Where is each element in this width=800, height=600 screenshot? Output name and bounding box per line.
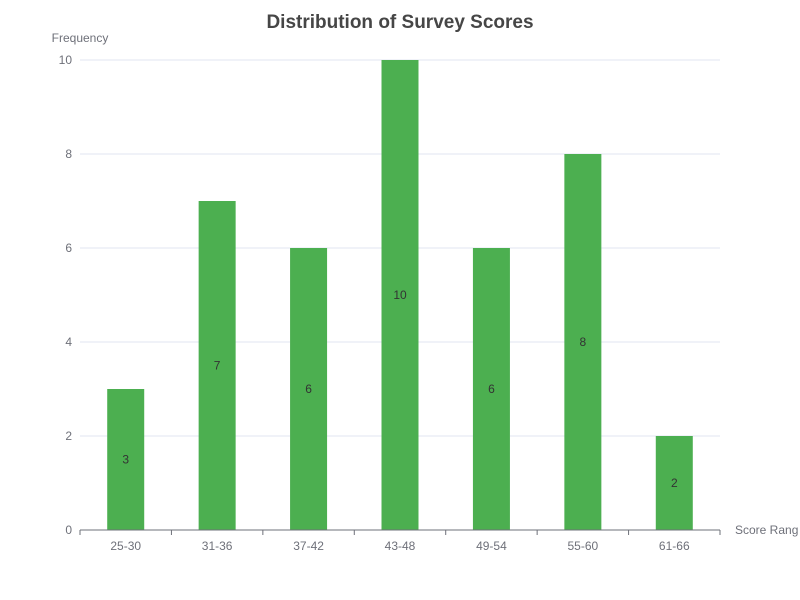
x-tick-label: 61-66	[659, 539, 690, 553]
bar[interactable]	[564, 154, 602, 530]
x-tick-label: 25-30	[110, 539, 141, 553]
bar-value-label: 7	[214, 359, 221, 373]
y-tick-label: 2	[65, 429, 72, 443]
chart-title: Distribution of Survey Scores	[266, 12, 533, 33]
bar-value-label: 3	[122, 453, 129, 467]
bar[interactable]	[107, 389, 145, 530]
bars	[107, 60, 693, 530]
axes: 0 2 4 6 8 10 25-30 31-36 37-42 43-48 49-54 55-60 61-…	[59, 53, 721, 553]
bar[interactable]	[655, 436, 693, 530]
y-tick-label: 0	[65, 523, 72, 537]
data-labels: 3 7 6 10 6 8 2	[122, 288, 678, 490]
bar-value-label: 10	[393, 288, 407, 302]
y-tick-label: 4	[65, 335, 72, 349]
bar[interactable]	[472, 248, 510, 530]
bar-value-label: 2	[671, 476, 678, 490]
y-tick-label: 8	[65, 147, 72, 161]
x-axis-label: Score Rang	[735, 523, 798, 537]
x-tick-label: 31-36	[202, 539, 233, 553]
x-tick-label: 49-54	[476, 539, 507, 553]
y-axis-label: Frequency	[52, 31, 109, 45]
bar[interactable]	[381, 60, 419, 530]
bar[interactable]	[198, 201, 236, 530]
bar-value-label: 8	[580, 335, 587, 349]
y-tick-label: 6	[65, 241, 72, 255]
x-tick-label: 37-42	[293, 539, 324, 553]
bar[interactable]	[290, 248, 328, 530]
x-tick-label: 55-60	[568, 539, 599, 553]
y-tick-label: 10	[59, 53, 73, 67]
x-tick-label: 43-48	[385, 539, 416, 553]
bar-value-label: 6	[488, 382, 495, 396]
bar-value-label: 6	[305, 382, 312, 396]
